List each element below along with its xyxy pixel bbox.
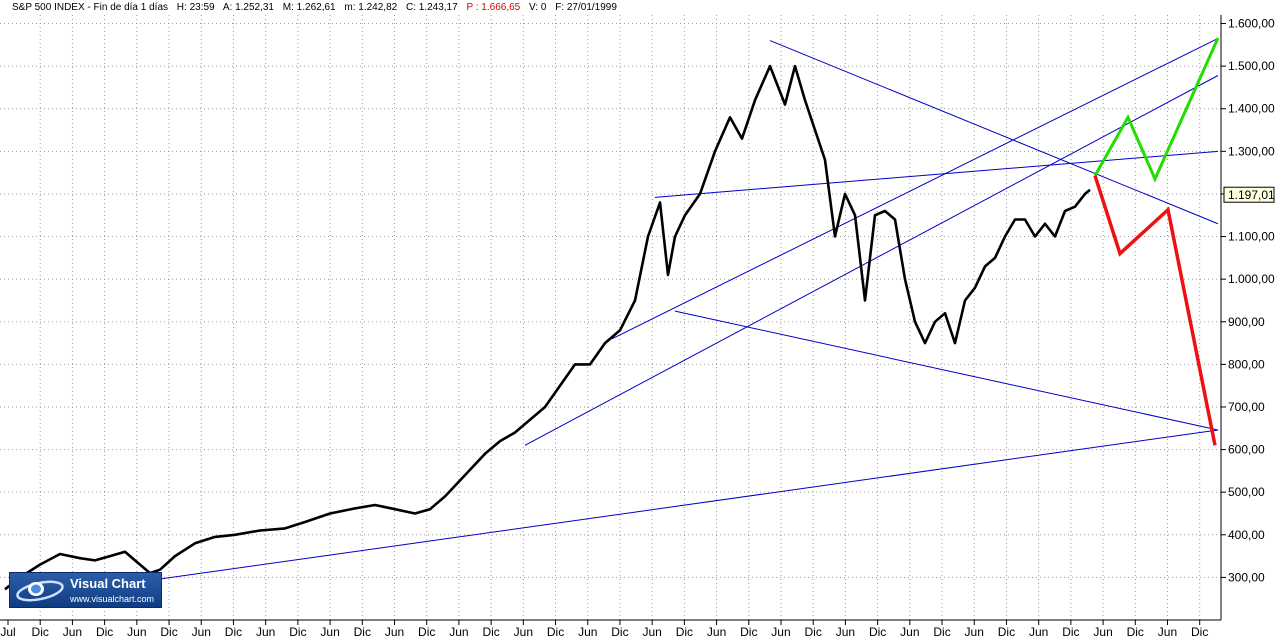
y-tick-label: 500,00 xyxy=(1228,485,1265,499)
x-tick-label: Jun xyxy=(965,625,984,637)
x-tick-label: Dic xyxy=(482,625,499,637)
y-tick-label: 600,00 xyxy=(1228,443,1265,457)
bullish-projection-line xyxy=(1093,37,1220,183)
x-tick-label: Dic xyxy=(1062,625,1079,637)
trendlines xyxy=(19,37,1219,600)
x-axis: Jul Dic Jun Dic Jun Dic Jun Dic Jun Dic Jun Dic Jun D… xyxy=(0,620,1208,637)
x-tick-label: Jun xyxy=(63,625,82,637)
y-tick-label: 800,00 xyxy=(1228,357,1265,371)
x-tick-label: Dic xyxy=(418,625,435,637)
bearish-projection-line xyxy=(1093,175,1217,446)
visual-chart-logo: Visual Chart www.visualchart.com xyxy=(9,572,162,608)
x-tick-label: Dic xyxy=(225,625,242,637)
y-tick-label: 1.100,00 xyxy=(1228,230,1275,244)
x-tick-label: Jun xyxy=(1158,625,1177,637)
x-tick-label: Dic xyxy=(611,625,628,637)
x-tick-label: Jun xyxy=(385,625,404,637)
date-value: F: 27/01/1999 xyxy=(555,2,617,13)
open-value: A: 1.252,31 xyxy=(222,2,274,13)
y-tick-label: 1.300,00 xyxy=(1228,144,1275,158)
trendline xyxy=(769,40,1219,225)
x-tick-label: Dic xyxy=(805,625,822,637)
x-tick-label: Jun xyxy=(900,625,919,637)
trendline xyxy=(524,75,1219,446)
x-tick-label: Dic xyxy=(676,625,693,637)
x-tick-label: Jun xyxy=(514,625,533,637)
high-value: M: 1.262,61 xyxy=(282,2,336,13)
x-tick-label: Dic xyxy=(740,625,757,637)
symbol-title: S&P 500 INDEX - Fin de día 1 días xyxy=(12,2,169,13)
trendline xyxy=(674,310,1219,431)
trendline xyxy=(611,37,1219,340)
y-tick-label: 400,00 xyxy=(1228,528,1265,542)
last-price-label: 1.197,01 xyxy=(1228,188,1275,202)
y-tick-label: 700,00 xyxy=(1228,400,1265,414)
swoosh-icon xyxy=(16,580,64,602)
y-tick-label: 1.500,00 xyxy=(1228,59,1275,73)
x-tick-label: Jun xyxy=(836,625,855,637)
x-tick-label: Dic xyxy=(1191,625,1208,637)
x-tick-label: Jun xyxy=(707,625,726,637)
logo-brand-text: Visual Chart xyxy=(70,576,146,591)
x-tick-label: Jun xyxy=(578,625,597,637)
x-tick-label: Dic xyxy=(289,625,306,637)
chart-header: S&P 500 INDEX - Fin de día 1 días H: 23:… xyxy=(0,0,1222,15)
last-price-marker: 1.197,01 xyxy=(1223,186,1275,203)
x-tick-label: Dic xyxy=(869,625,886,637)
x-tick-label: Jun xyxy=(320,625,339,637)
y-tick-label: 900,00 xyxy=(1228,315,1265,329)
x-tick-label: Dic xyxy=(96,625,113,637)
x-tick-label: Dic xyxy=(1127,625,1144,637)
close-value: C: 1.243,17 xyxy=(405,2,458,13)
x-tick-label: Dic xyxy=(998,625,1015,637)
low-value: m: 1.242,82 xyxy=(344,2,398,13)
time-value: H: 23:59 xyxy=(176,2,215,13)
x-tick-label: Jul xyxy=(0,625,15,637)
y-tick-label: 1.400,00 xyxy=(1228,102,1275,116)
x-tick-label: Dic xyxy=(32,625,49,637)
last-price-box xyxy=(1223,186,1275,203)
x-tick-label: Dic xyxy=(160,625,177,637)
x-tick-label: Jun xyxy=(127,625,146,637)
y-tick-label: 1.000,00 xyxy=(1228,272,1275,286)
x-tick-label: Jun xyxy=(1029,625,1048,637)
y-tick-label: 300,00 xyxy=(1228,570,1265,584)
price-value: P : 1.666,65 xyxy=(466,2,521,13)
x-tick-label: Jun xyxy=(642,625,661,637)
x-tick-label: Dic xyxy=(547,625,564,637)
x-tick-label: Jun xyxy=(771,625,790,637)
trendline xyxy=(19,429,1219,600)
x-tick-label: Dic xyxy=(354,625,371,637)
volume-value: V: 0 xyxy=(529,2,547,13)
x-tick-label: Jun xyxy=(449,625,468,637)
x-tick-label: Jun xyxy=(1093,625,1112,637)
x-tick-label: Jun xyxy=(256,625,275,637)
grid xyxy=(0,15,1221,620)
logo-url-text: www.visualchart.com xyxy=(70,594,155,604)
x-tick-label: Jun xyxy=(192,625,211,637)
x-tick-label: Dic xyxy=(933,625,950,637)
trendline xyxy=(654,150,1219,198)
y-tick-label: 1.600,00 xyxy=(1228,17,1275,31)
price-line xyxy=(4,64,1091,591)
